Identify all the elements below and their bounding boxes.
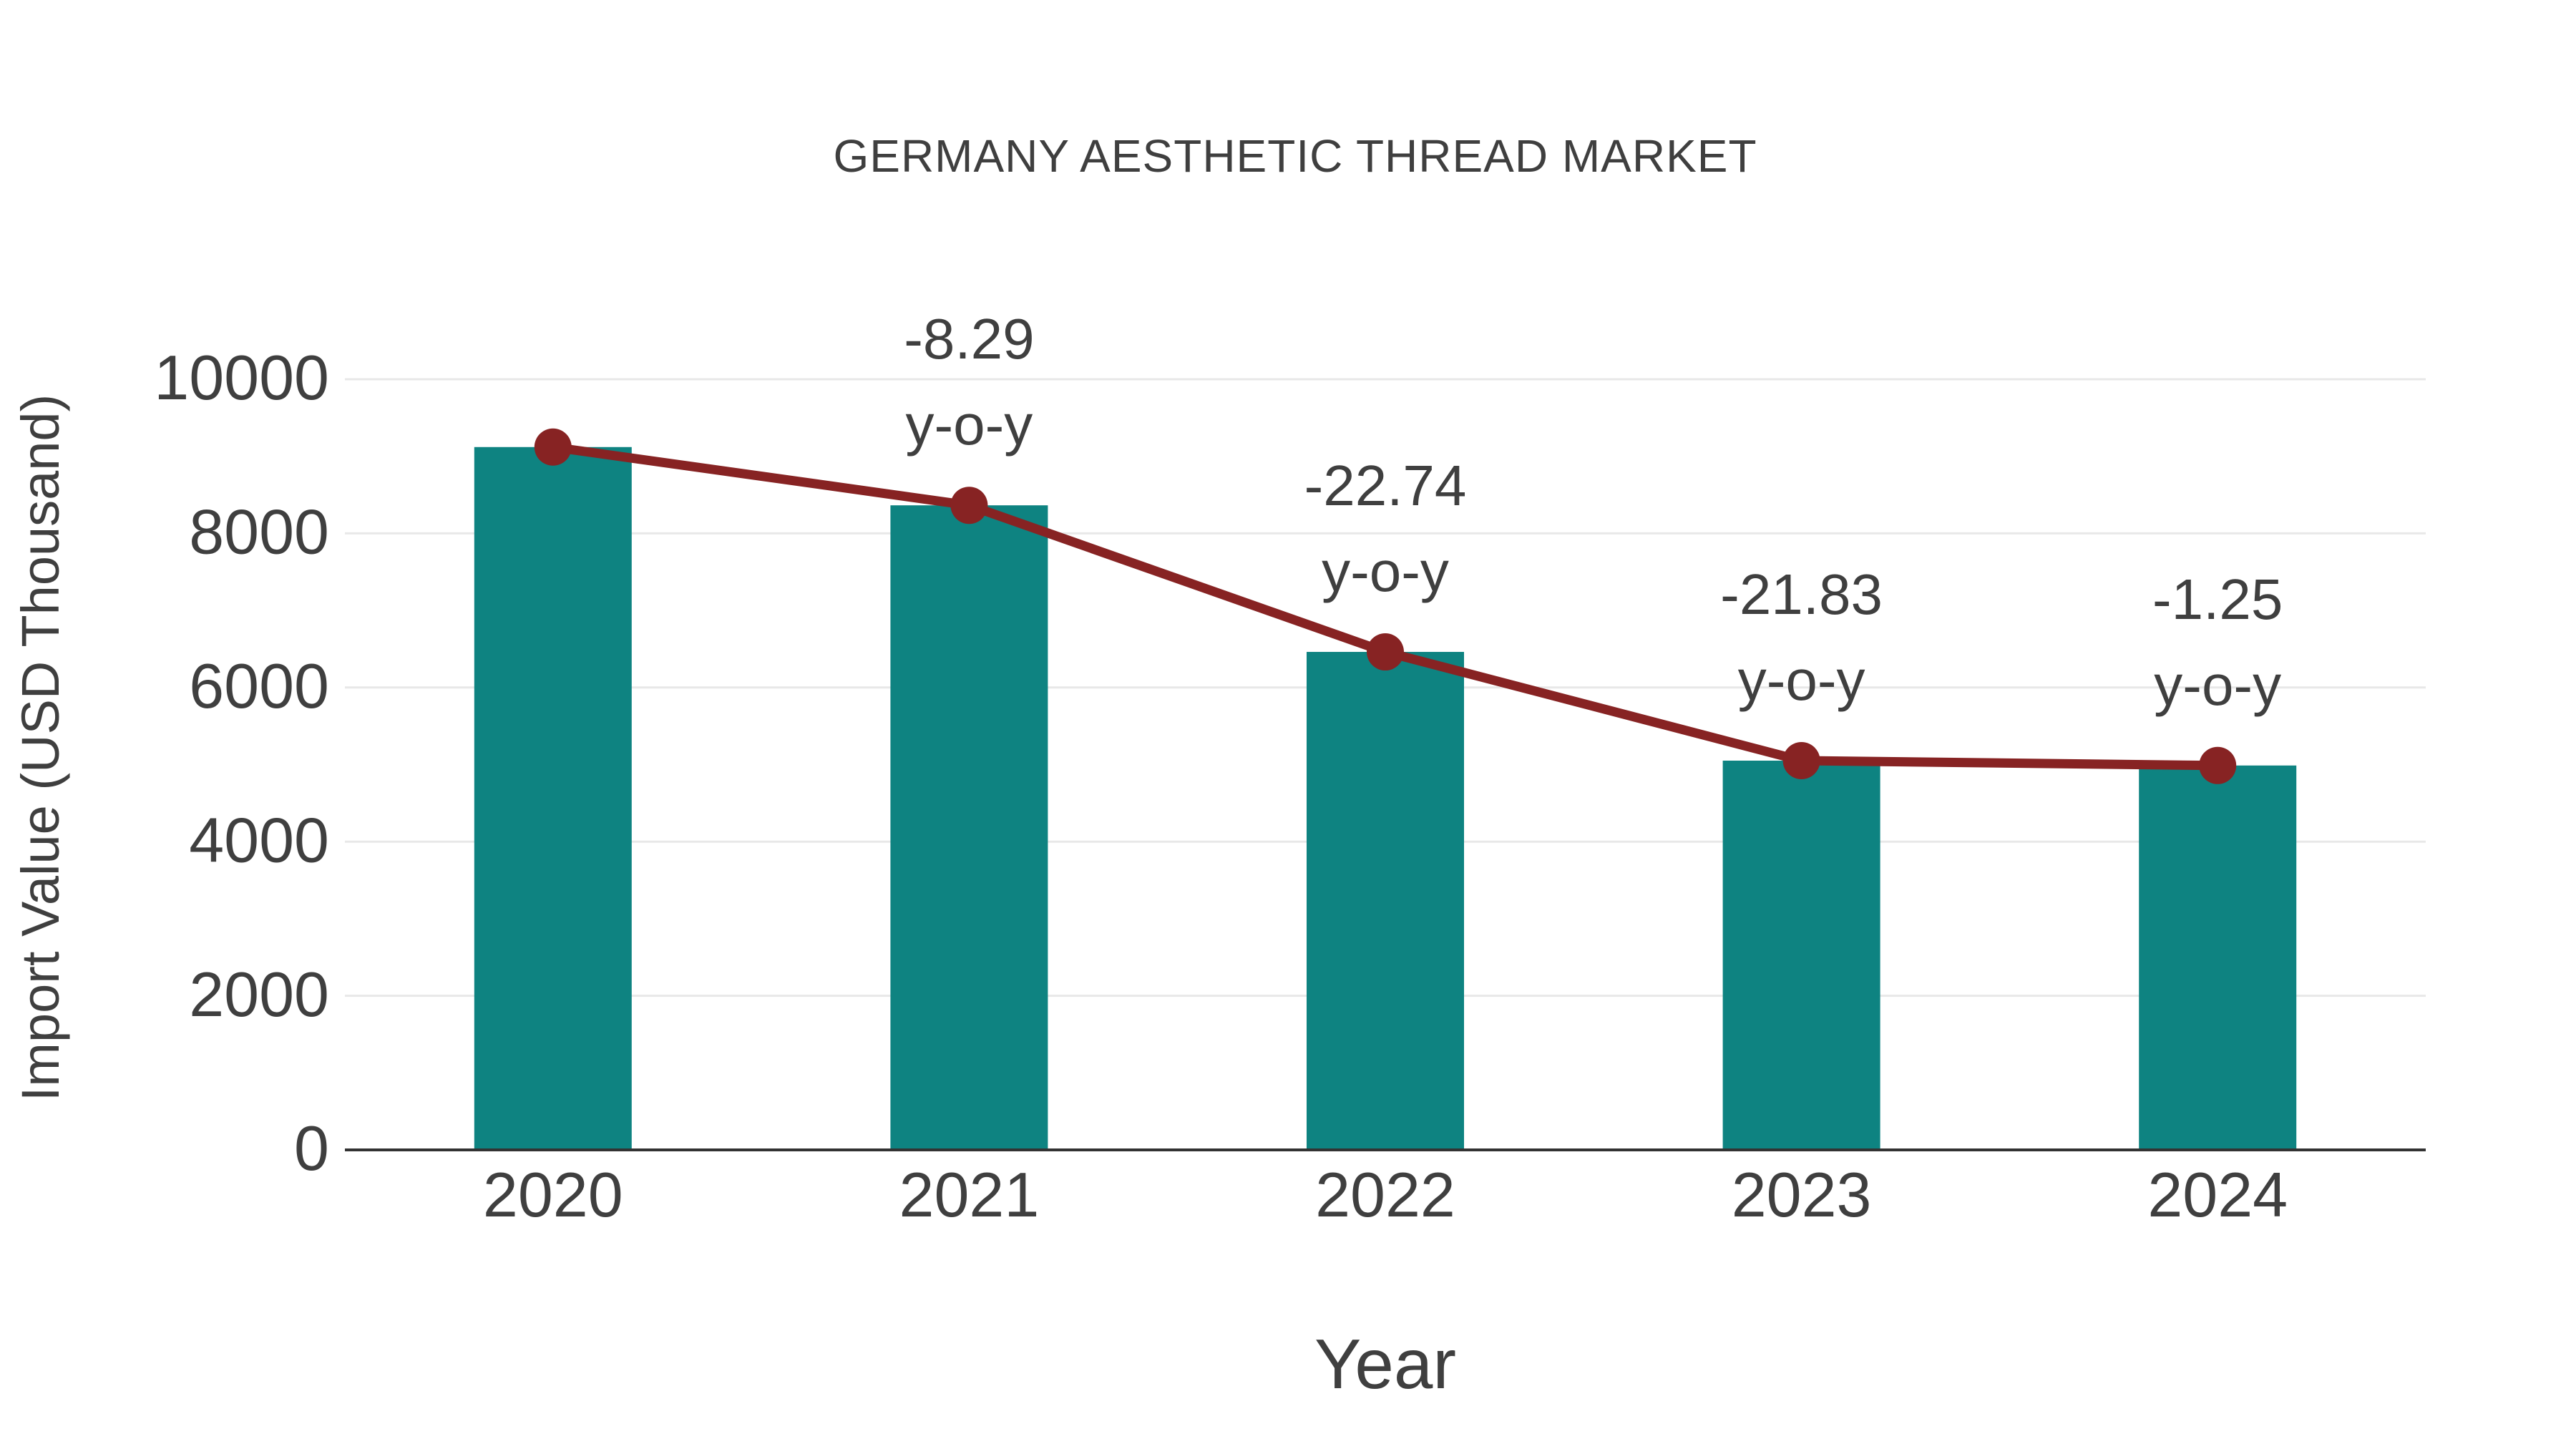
y-tick-label-0: 0 bbox=[294, 1113, 329, 1184]
annotation-unit-2023: y-o-y bbox=[1738, 648, 1865, 712]
data-point-2022 bbox=[1367, 633, 1404, 671]
y-tick-label-8000: 8000 bbox=[189, 497, 329, 567]
y-tick-label-10000: 10000 bbox=[154, 342, 329, 413]
bar-2021 bbox=[890, 505, 1048, 1150]
annotation-value-2023: -21.83 bbox=[1720, 562, 1883, 626]
bar-2024 bbox=[2139, 765, 2297, 1150]
x-tick-label-2020: 2020 bbox=[483, 1159, 623, 1230]
line-series bbox=[534, 428, 2237, 784]
y-tick-label-6000: 6000 bbox=[189, 650, 329, 721]
bar-2020 bbox=[474, 447, 632, 1150]
annotations: -8.29 y-o-y -22.74 y-o-y -21.83 y-o-y -1.25 y-o… bbox=[904, 307, 2283, 717]
x-tick-label-2024: 2024 bbox=[2147, 1159, 2288, 1230]
x-tick-label-2023: 2023 bbox=[1732, 1159, 1872, 1230]
data-point-2024 bbox=[2199, 746, 2237, 784]
y-tick-label-2000: 2000 bbox=[189, 959, 329, 1030]
data-point-2023 bbox=[1782, 742, 1820, 780]
x-tick-label-2022: 2022 bbox=[1315, 1159, 1455, 1230]
bar-series bbox=[474, 447, 2297, 1150]
y-tick-label-4000: 4000 bbox=[189, 804, 329, 875]
chart-title: GERMANY AESTHETIC THREAD MARKET bbox=[833, 130, 1757, 182]
bar-2023 bbox=[1722, 761, 1880, 1150]
data-point-2021 bbox=[950, 487, 988, 525]
annotation-value-2024: -1.25 bbox=[2152, 567, 2283, 631]
annotation-unit-2021: y-o-y bbox=[906, 393, 1033, 457]
data-point-2020 bbox=[534, 428, 572, 466]
annotation-value-2022: -22.74 bbox=[1304, 454, 1467, 517]
x-tick-label-2021: 2021 bbox=[899, 1159, 1040, 1230]
y-axis-title: Import Value (USD Thousand) bbox=[11, 394, 70, 1102]
annotation-unit-2022: y-o-y bbox=[1322, 540, 1449, 603]
bar-2022 bbox=[1307, 652, 1464, 1150]
x-axis-tick-labels: 2020 2021 2022 2023 2024 bbox=[483, 1159, 2288, 1230]
x-axis-title: Year bbox=[1314, 1324, 1456, 1403]
annotation-unit-2024: y-o-y bbox=[2154, 653, 2281, 717]
y-axis-tick-labels: 0 2000 4000 6000 8000 10000 bbox=[154, 342, 329, 1184]
annotation-value-2021: -8.29 bbox=[904, 307, 1034, 371]
